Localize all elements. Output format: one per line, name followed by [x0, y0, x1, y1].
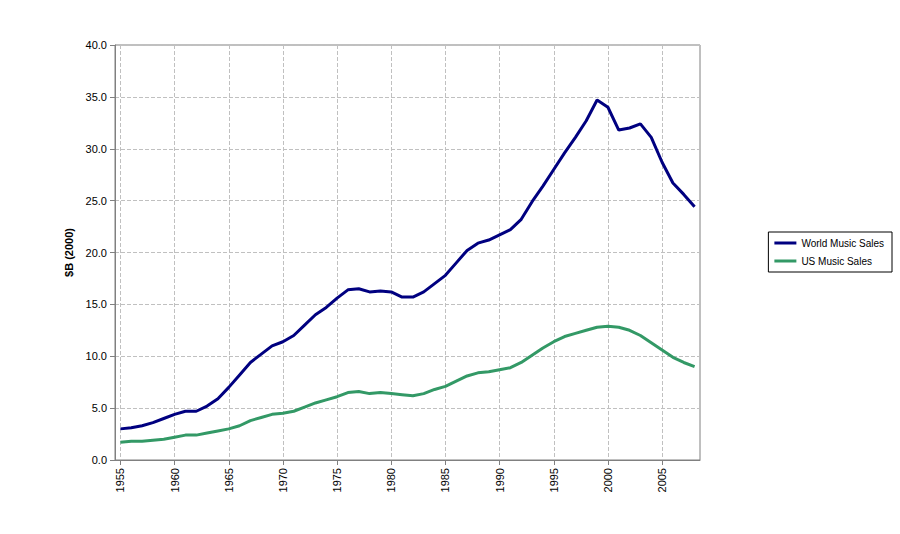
svg-text:40.0: 40.0: [86, 39, 107, 51]
svg-text:US Music Sales: US Music Sales: [801, 256, 872, 267]
svg-text:1990: 1990: [494, 468, 506, 492]
svg-text:1955: 1955: [114, 468, 126, 492]
svg-text:1985: 1985: [439, 468, 451, 492]
svg-text:0.0: 0.0: [92, 454, 107, 466]
svg-text:1975: 1975: [331, 468, 343, 492]
svg-text:15.0: 15.0: [86, 298, 107, 310]
svg-text:5.0: 5.0: [92, 402, 107, 414]
svg-text:10.0: 10.0: [86, 350, 107, 362]
svg-text:25.0: 25.0: [86, 195, 107, 207]
svg-text:20.0: 20.0: [86, 247, 107, 259]
svg-text:35.0: 35.0: [86, 91, 107, 103]
svg-text:2000: 2000: [602, 468, 614, 492]
svg-text:30.0: 30.0: [86, 143, 107, 155]
svg-text:$B (2000): $B (2000): [63, 228, 75, 277]
svg-text:1995: 1995: [548, 468, 560, 492]
svg-text:1960: 1960: [169, 468, 181, 492]
svg-text:World Music Sales: World Music Sales: [801, 238, 884, 249]
svg-text:1980: 1980: [385, 468, 397, 492]
svg-text:1970: 1970: [277, 468, 289, 492]
svg-text:2005: 2005: [656, 468, 668, 492]
svg-text:1965: 1965: [223, 468, 235, 492]
